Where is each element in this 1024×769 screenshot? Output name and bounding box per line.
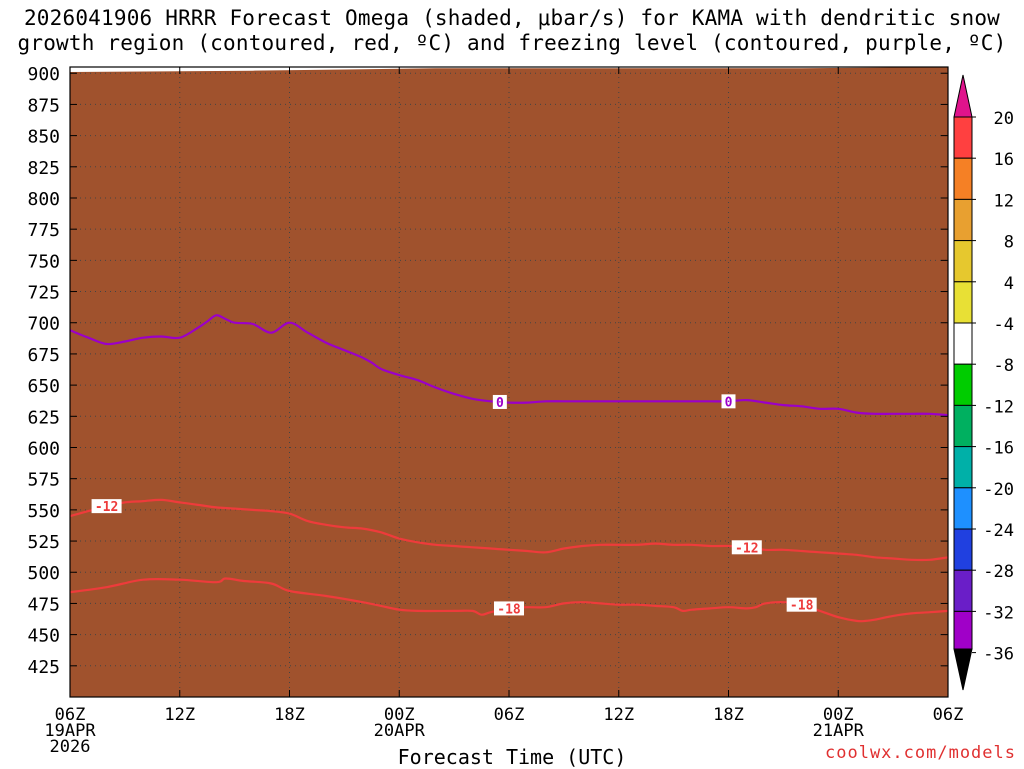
y-tick-label: 575 <box>27 470 60 491</box>
contour-label-bg <box>786 597 817 612</box>
y-axis: 425 450 475 500 525 550 575 600 625 650 675 700 725 7… <box>27 64 948 678</box>
colorbar-label: -4 <box>994 315 1014 335</box>
y-tick-label: 900 <box>27 64 60 85</box>
colorbar-label: -8 <box>994 356 1014 376</box>
y-tick-label: 800 <box>27 189 60 210</box>
colorbar-swatch <box>953 240 973 283</box>
contour-label: 0 <box>725 395 733 410</box>
x-tick-label: 12Z <box>603 705 634 725</box>
contour-label: -18 <box>497 602 521 617</box>
x-tick-label: 12Z <box>164 705 195 725</box>
x-axis-title: Forecast Time (UTC) <box>397 745 627 769</box>
contour-line <box>70 577 948 623</box>
y-tick-label: 750 <box>27 251 60 272</box>
colorbar-label: 4 <box>1004 274 1014 294</box>
contour-label-bg <box>91 499 122 514</box>
x-date-label: 19APR <box>44 721 96 741</box>
colorbar-bottom-arrow <box>953 648 973 691</box>
x-tick-label: 06Z <box>933 705 964 725</box>
contour-label-bg <box>731 540 762 555</box>
contour-label: -12 <box>95 500 118 515</box>
contour-line <box>70 314 948 417</box>
contour-label: -18 <box>790 599 814 614</box>
x-date-label: 20APR <box>374 721 426 741</box>
y-tick-label: 650 <box>27 376 60 397</box>
x-date-label: 2026 <box>50 737 91 757</box>
y-tick-label: 600 <box>27 438 60 459</box>
gridlines <box>70 67 948 697</box>
contour-label-bg <box>721 394 736 409</box>
x-tick-label: 00Z <box>384 705 415 725</box>
colorbar-label: -20 <box>983 480 1014 500</box>
y-tick-label: 875 <box>27 95 60 116</box>
colorbar-swatch <box>953 569 973 612</box>
y-tick-label: 625 <box>27 407 60 428</box>
y-tick-label: 450 <box>27 626 60 647</box>
contour-label: -12 <box>735 541 758 556</box>
y-tick-label: 525 <box>27 532 60 553</box>
colorbar-swatch <box>953 363 973 406</box>
colorbar-label: -28 <box>983 562 1014 582</box>
y-tick-label: 500 <box>27 563 60 584</box>
colorbar-label: -32 <box>983 603 1014 623</box>
y-tick-label: 550 <box>27 501 60 522</box>
x-tick-label: 18Z <box>713 705 744 725</box>
colorbar-swatch <box>953 198 973 242</box>
contour-label-bg <box>492 394 507 409</box>
chart-title-line-2: growth region (contoured, red, ºC) and f… <box>17 31 1007 55</box>
credit-link[interactable]: coolwx.com/models <box>825 743 1016 763</box>
colorbar-swatch <box>953 322 973 365</box>
colorbar-label: 20 <box>994 109 1014 129</box>
y-tick-label: 775 <box>27 220 60 241</box>
x-tick-label: 06Z <box>55 705 86 725</box>
x-date-label: 21APR <box>813 721 865 741</box>
y-tick-label: 725 <box>27 283 60 304</box>
colorbar-label: -16 <box>983 439 1014 459</box>
x-tick-label: 06Z <box>494 705 525 725</box>
x-tick-label: 00Z <box>823 705 854 725</box>
colorbar-label: 8 <box>1004 233 1014 253</box>
contour-line <box>70 498 948 562</box>
colorbar-label: -36 <box>983 645 1014 665</box>
colorbar-swatch <box>953 446 973 489</box>
chart-title: 2026041906 HRRR Forecast Omega (shaded, … <box>0 6 1024 56</box>
colorbar-swatch <box>953 404 973 448</box>
y-tick-label: 475 <box>27 594 60 615</box>
colorbar-swatch <box>953 610 973 650</box>
colorbar-top-arrow <box>953 74 973 118</box>
y-tick-label: 425 <box>27 657 60 678</box>
contour-label-bg <box>494 601 524 616</box>
y-tick-label: 675 <box>27 345 60 366</box>
colorbar-swatch <box>953 528 973 571</box>
colorbar-label: 16 <box>994 150 1014 170</box>
colorbar-label: -24 <box>983 521 1014 541</box>
colorbar-label: 12 <box>994 191 1014 211</box>
colorbar-swatch <box>953 487 973 530</box>
colorbar-swatch <box>953 157 973 200</box>
chart-title-line-1: 2026041906 HRRR Forecast Omega (shaded, … <box>23 6 1001 30</box>
contour-label: 0 <box>496 396 504 411</box>
temperature-contours: -18 -18 -12 -12 0 0 <box>70 314 948 623</box>
colorbar-swatch <box>953 281 973 324</box>
colorbar: 20 16 12 8 4 -4 -8 -12 -16 -20 -24 -28 -32 -36 <box>953 74 1014 691</box>
colorbar-label: -12 <box>983 397 1014 417</box>
y-tick-label: 825 <box>27 158 60 179</box>
colorbar-swatch <box>953 116 973 159</box>
y-tick-label: 700 <box>27 314 60 335</box>
x-tick-label: 18Z <box>274 705 305 725</box>
y-tick-label: 850 <box>27 127 60 148</box>
